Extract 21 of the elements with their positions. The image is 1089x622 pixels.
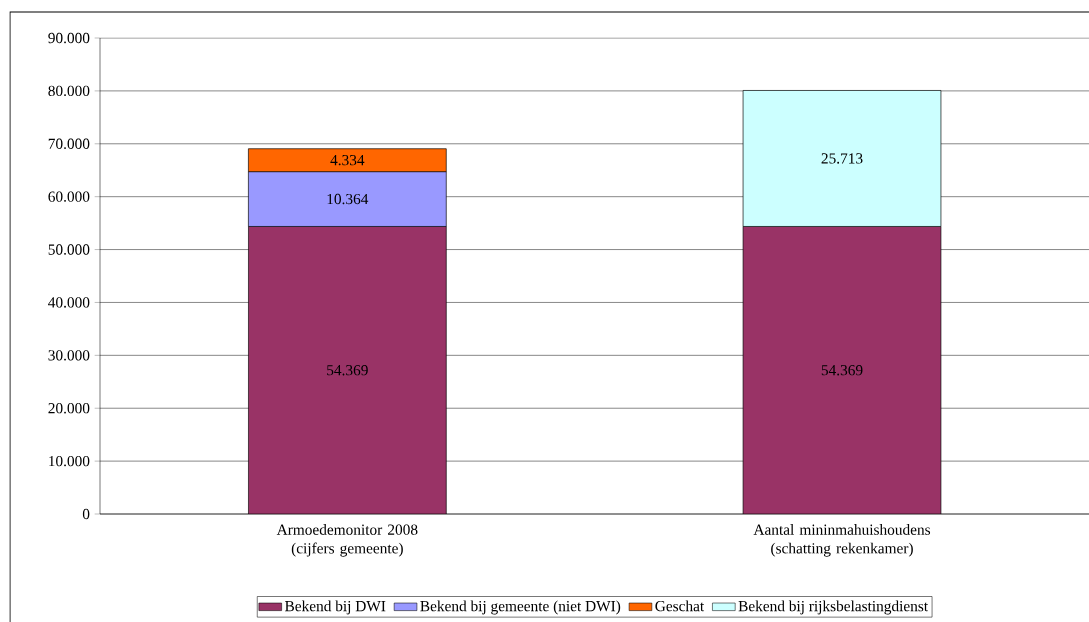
y-tick-label: 70.000 [48,138,90,149]
data-label: 25.713 [821,153,863,164]
y-tick-label: 0 [82,508,90,520]
data-label: 54.369 [821,365,863,376]
legend-label: Bekend bij rijksbelastingdienst [738,600,928,615]
y-tick-label: 80.000 [48,85,90,97]
data-label: 10.364 [327,193,369,205]
y-tick-label: 60.000 [48,191,90,202]
x-tick-label: Armoedemonitor 2008 (cijfers gemeente) [276,524,418,557]
legend-label: Bekend bij gemeente (niet DWI) [420,600,621,615]
y-tick-label: 20.000 [48,403,90,414]
legend-label: Bekend bij DWI [285,600,386,615]
y-tick-label: 40.000 [48,297,90,308]
y-tick-label: 30.000 [48,350,90,361]
data-label: 4.334 [330,155,365,166]
legend-label: Geschat [655,600,705,612]
y-tick-label: 50.000 [48,244,90,255]
y-tick-label: 10.000 [49,455,90,467]
x-tick-label: Aantal mininmahuishoudens (schatting rekenkamer) [753,524,931,557]
y-tick-label: 90.000 [48,32,90,44]
data-label: 54.369 [327,365,368,376]
